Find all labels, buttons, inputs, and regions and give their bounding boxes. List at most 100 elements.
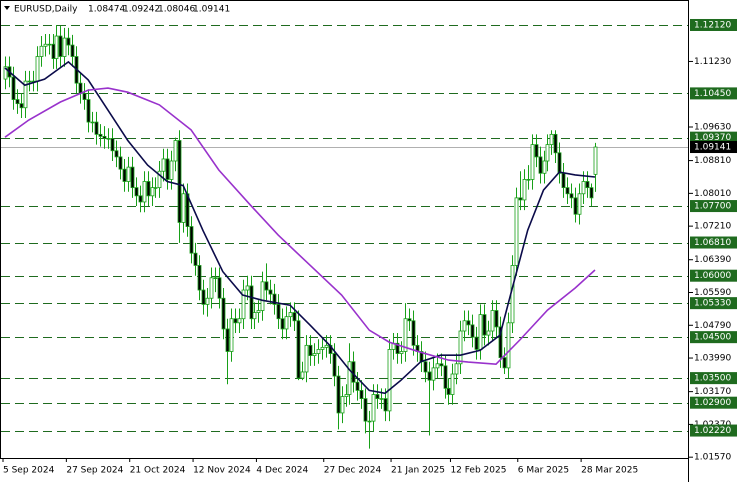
candle-body: [54, 35, 59, 59]
candle-body: [534, 144, 539, 158]
candle-body: [411, 320, 416, 346]
candle-body: [98, 133, 103, 137]
candle-body: [332, 353, 337, 377]
y-tick-label: 1.04790: [694, 321, 731, 331]
candle-body: [593, 146, 598, 175]
candle-body: [58, 35, 63, 57]
candle-body: [308, 344, 313, 356]
level-label-box: [690, 331, 737, 344]
candle-body: [312, 353, 317, 356]
level-label-box: [690, 297, 737, 310]
candle-body: [542, 160, 547, 174]
candle-body: [122, 168, 127, 182]
candle-body: [161, 158, 166, 172]
candle-body: [249, 285, 254, 320]
x-tick-label: 12 Nov 2024: [193, 466, 251, 476]
candle-body: [561, 172, 566, 189]
candle-body: [344, 394, 349, 397]
level-label-box: [690, 396, 737, 409]
candle-body: [201, 289, 206, 305]
candle-body: [288, 312, 293, 318]
candle-body: [276, 303, 281, 320]
candle-body: [395, 342, 400, 354]
level-label-box: [690, 424, 737, 437]
symbol-label: EURUSD,Daily: [14, 5, 78, 15]
y-tick-label: 1.07210: [694, 222, 731, 232]
y-tick-label: 1.09630: [694, 122, 731, 132]
candle-body: [82, 93, 87, 100]
x-tick-label: 5 Sep 2024: [3, 466, 55, 476]
candle-body: [169, 160, 174, 180]
candle-body: [47, 43, 52, 46]
candle-body: [518, 197, 523, 201]
candle-body: [490, 310, 495, 332]
candle-body: [114, 150, 119, 158]
candle-body: [300, 371, 305, 379]
candle-body: [526, 179, 531, 181]
candle-body: [320, 346, 325, 350]
y-tick-label: 1.11230: [694, 57, 731, 67]
candle-body: [181, 193, 186, 223]
y-tick-label: 1.06390: [694, 255, 731, 265]
candle-body: [506, 322, 511, 369]
candle-body: [237, 318, 242, 324]
level-label: 1.06000: [694, 271, 731, 281]
candle-body: [530, 144, 535, 180]
candle-body: [193, 252, 198, 266]
level-label: 1.07700: [694, 202, 731, 212]
candle-body: [292, 312, 297, 322]
y-tick-label: 1.01570: [694, 453, 731, 463]
candle-body: [86, 99, 91, 123]
moving-average-line: [4, 87, 596, 366]
candle-body: [142, 181, 147, 203]
candle-body: [474, 336, 479, 350]
level-label: 1.09370: [694, 133, 731, 143]
candle-body: [403, 318, 408, 352]
candle-body: [35, 56, 40, 82]
candle-body: [78, 82, 83, 94]
level-label-box: [690, 18, 737, 31]
x-tick-label: 28 Mar 2025: [581, 466, 638, 476]
candle-body: [443, 365, 448, 389]
candle-body: [197, 265, 202, 291]
candle-body: [439, 363, 444, 367]
x-tick-label: 21 Oct 2024: [130, 466, 186, 476]
y-tick-label: 1.05590: [694, 288, 731, 298]
candle-body: [399, 351, 404, 354]
candle-body: [379, 398, 384, 400]
candle-body: [173, 140, 178, 162]
candle-body: [150, 187, 155, 197]
level-label: 1.05330: [694, 299, 731, 309]
candle-body: [363, 398, 368, 422]
candle-body: [90, 121, 95, 124]
candle-body: [118, 156, 123, 170]
candle-body: [470, 324, 475, 338]
candle-body: [213, 277, 218, 279]
candle-body: [62, 37, 67, 57]
candle-body: [110, 138, 115, 152]
candle-body: [94, 121, 99, 135]
candle-body: [19, 103, 24, 109]
x-tick-label: 12 Feb 2025: [450, 466, 506, 476]
level-label: 1.06810: [694, 238, 731, 248]
level-label-box: [690, 236, 737, 249]
moving-average-line: [4, 60, 596, 395]
x-tick-label: 21 Jan 2025: [391, 466, 445, 476]
candle-body: [573, 197, 578, 215]
candle-body: [296, 320, 301, 379]
price-label-box: [690, 141, 737, 154]
candle-body: [367, 420, 372, 423]
candle-body: [407, 318, 412, 322]
level-label: 1.02900: [694, 398, 731, 408]
candle-body: [70, 44, 75, 57]
candle-body: [336, 375, 341, 414]
y-tick-label: 1.03170: [694, 387, 731, 397]
y-tick-label: 1.03990: [694, 354, 731, 364]
candle-body: [347, 361, 352, 395]
candle-body: [252, 312, 257, 320]
candle-body: [3, 66, 8, 80]
candle-body: [482, 314, 487, 336]
menu-icon: [4, 6, 10, 10]
candle-body: [565, 187, 570, 195]
